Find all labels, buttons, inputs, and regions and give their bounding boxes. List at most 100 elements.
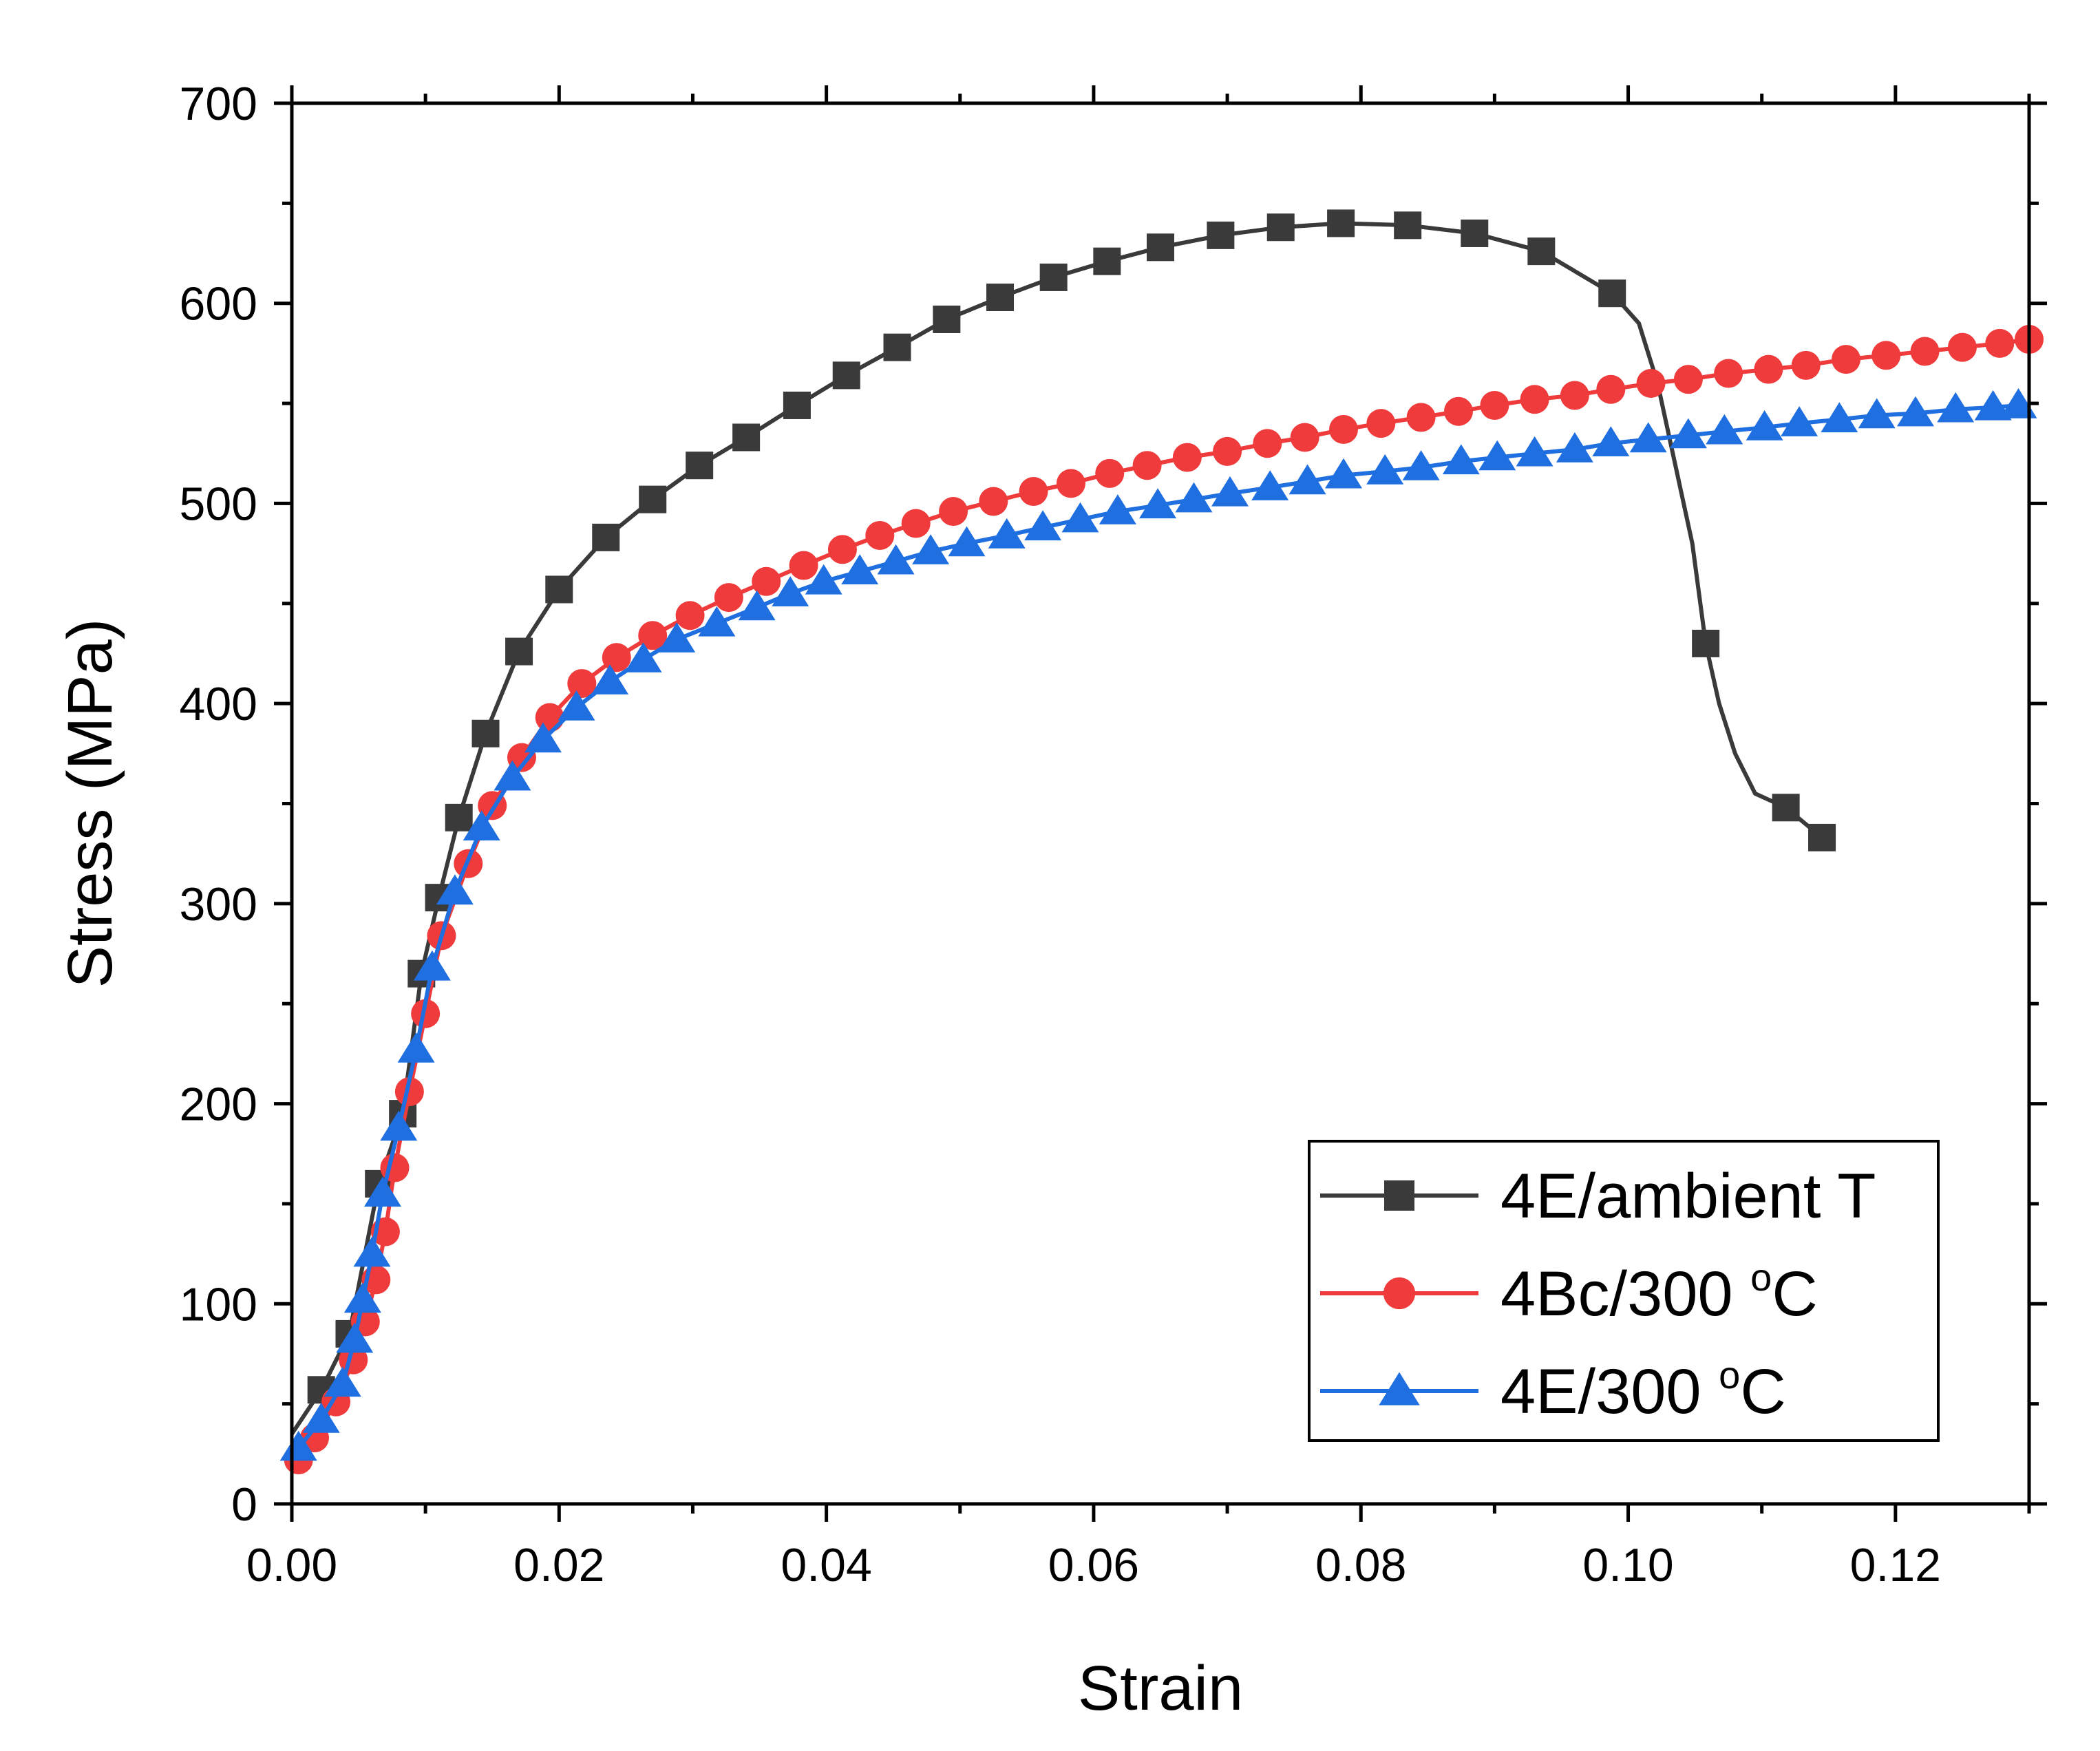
data-point (827, 535, 857, 564)
data-point (1172, 443, 1202, 472)
data-point (1213, 436, 1242, 466)
data-point (1175, 482, 1213, 513)
data-point (336, 1322, 374, 1353)
data-point (324, 1366, 361, 1397)
data-point (436, 874, 474, 905)
y-tick-label: 700 (180, 78, 257, 130)
data-point (413, 950, 451, 981)
x-tick-label: 0.12 (1850, 1539, 1941, 1591)
data-point (805, 564, 842, 595)
data-point (1556, 432, 1593, 463)
data-point (1592, 426, 1630, 456)
data-point (394, 1077, 424, 1107)
data-point (1207, 221, 1235, 249)
data-point (505, 637, 533, 666)
y-tick-label: 400 (180, 678, 257, 730)
data-point (1947, 332, 1977, 362)
data-point (783, 391, 811, 419)
data-point (1024, 510, 1062, 541)
data-point (714, 583, 743, 613)
data-point (865, 520, 895, 550)
data-point (592, 523, 620, 551)
data-point (364, 1176, 401, 1207)
data-point (1325, 458, 1362, 489)
data-point (1039, 263, 1068, 291)
data-point (1442, 444, 1480, 475)
data-point (1821, 402, 1858, 433)
data-point (411, 999, 441, 1028)
ticks-layer: 0.00 0.02 0.04 0.06 0.08 0.10 0.12 0 100 200 300 40… (180, 78, 2047, 1591)
data-point (1290, 423, 1319, 452)
data-point (1099, 494, 1136, 524)
data-point (1636, 369, 1666, 398)
data-point (789, 551, 818, 580)
data-point (1366, 454, 1404, 485)
data-point (1443, 396, 1473, 426)
data-point (1480, 390, 1509, 420)
data-point (732, 423, 761, 452)
x-axis-title: Strain (1078, 1653, 1243, 1723)
data-point (1754, 354, 1783, 384)
y-tick-label: 100 (180, 1278, 257, 1330)
data-point (1147, 233, 1174, 262)
data-point (979, 487, 1008, 516)
data-point (1402, 450, 1440, 480)
data-point (1366, 409, 1396, 438)
x-tick-label: 0.04 (781, 1539, 871, 1591)
data-point (494, 760, 531, 791)
data-point (1598, 279, 1626, 308)
data-point (1781, 406, 1818, 436)
data-point (1478, 440, 1516, 471)
data-point (738, 590, 776, 621)
data-point (380, 1110, 418, 1141)
data-point (1520, 385, 1549, 414)
data-point (1211, 476, 1249, 507)
data-point (1858, 398, 1896, 429)
legend-marker (1383, 1277, 1416, 1310)
data-point (658, 622, 696, 652)
data-point (1327, 209, 1355, 237)
legend-label-unit: C (1740, 1357, 1785, 1427)
data-point (353, 1236, 391, 1267)
data-point (1288, 464, 1326, 495)
series-2 (284, 325, 2044, 1475)
data-point (1937, 392, 1975, 423)
data-point (1328, 414, 1358, 444)
data-point (1974, 390, 2012, 421)
data-point (1910, 337, 1940, 366)
y-tick-label: 0 (231, 1478, 257, 1531)
data-point (1406, 403, 1436, 432)
legend-label: 4E/ambient T (1500, 1161, 1876, 1231)
data-point (567, 669, 597, 699)
data-point (901, 509, 931, 538)
data-point (638, 621, 668, 650)
data-point (524, 722, 562, 753)
data-point (639, 485, 667, 513)
legend-marker (1384, 1180, 1414, 1211)
x-tick-label: 0.10 (1582, 1539, 1673, 1591)
data-point (1596, 374, 1626, 404)
legend-label-text: 4Bc/300 (1500, 1259, 1750, 1329)
data-point (1061, 502, 1099, 533)
data-point (591, 664, 629, 694)
data-layer (279, 209, 2044, 1475)
data-point (558, 690, 595, 721)
data-point (471, 719, 500, 747)
data-point (1714, 359, 1743, 388)
data-point (1706, 414, 1743, 445)
data-point (1746, 410, 1783, 441)
x-tick-label: 0.02 (513, 1539, 604, 1591)
x-tick-label: 0.00 (246, 1539, 337, 1591)
y-tick-label: 300 (180, 878, 257, 931)
data-point (1669, 418, 1707, 449)
data-point (1527, 237, 1556, 266)
data-point (877, 544, 915, 575)
data-point (939, 497, 968, 527)
data-point (1673, 365, 1703, 394)
data-point (1985, 328, 2015, 358)
data-point (1251, 470, 1289, 500)
data-point (343, 1282, 381, 1313)
data-point (752, 566, 781, 596)
data-point (463, 810, 500, 841)
